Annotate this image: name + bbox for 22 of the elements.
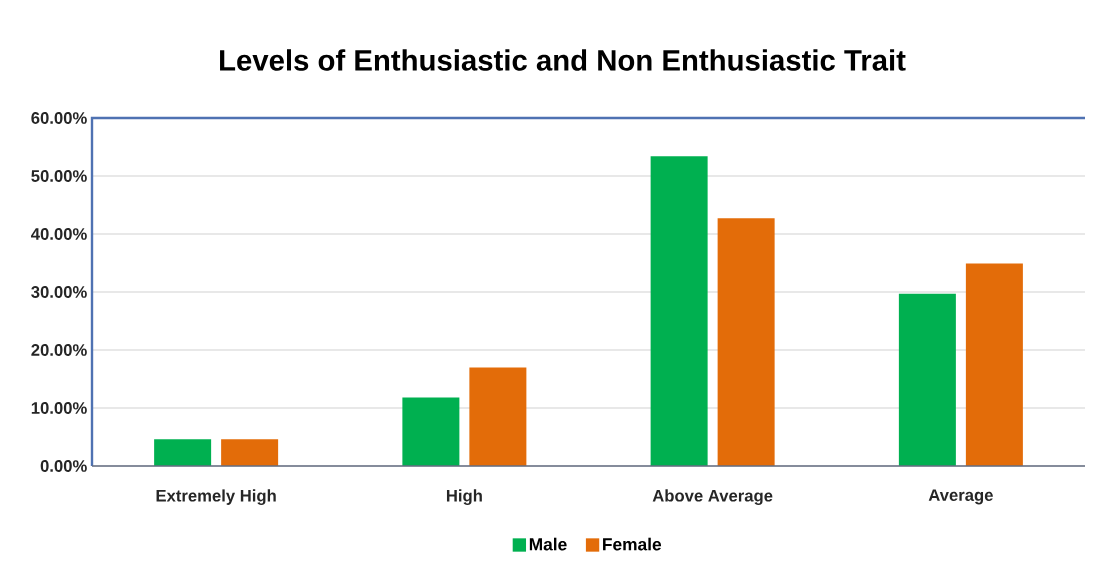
x-tick-label: Extremely High: [156, 489, 276, 505]
bar: [469, 367, 527, 466]
y-tick-label: 20.00%: [31, 344, 87, 356]
bar: [650, 156, 708, 466]
x-tick-label: High: [446, 489, 482, 505]
x-tick-label: Average: [928, 489, 993, 505]
y-tick-label: 0.00%: [40, 460, 87, 472]
legend-label: Male: [529, 537, 567, 551]
y-tick-label: 40.00%: [31, 228, 87, 240]
bar: [898, 293, 956, 466]
y-tick-label: 60.00%: [31, 112, 87, 124]
bar: [154, 439, 212, 466]
y-tick-label: 30.00%: [31, 286, 87, 298]
bar: [402, 397, 460, 466]
bar: [221, 439, 279, 466]
chart-title: Levels of Enthusiastic and Non Enthusiastic Trait: [220, 49, 906, 71]
y-tick-label: 10.00%: [31, 402, 87, 414]
legend-label: Female: [603, 537, 662, 551]
x-tick-label: Above Average: [652, 489, 773, 505]
y-tick-label: 50.00%: [31, 170, 87, 182]
bar: [965, 263, 1023, 466]
bar: [717, 218, 775, 466]
